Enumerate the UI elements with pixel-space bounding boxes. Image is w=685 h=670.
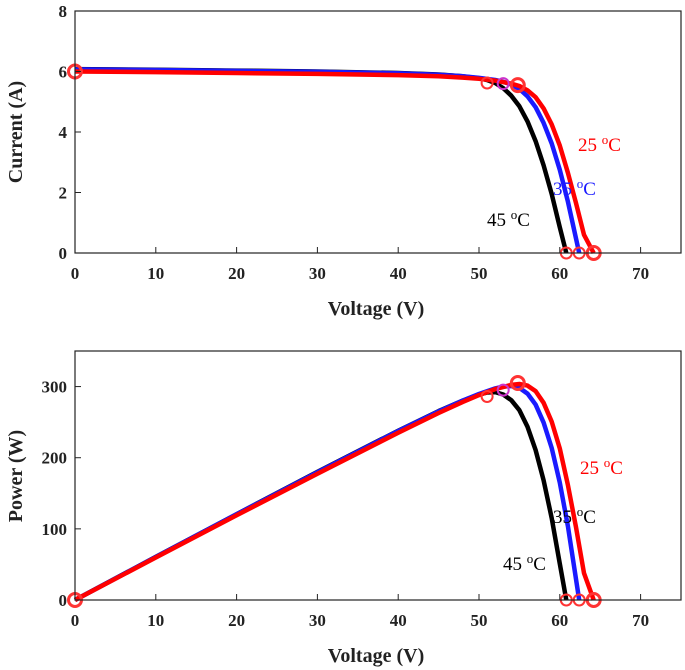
iv-label-25c-value: 25 — [578, 135, 602, 156]
iv-label-25c-unit: C — [608, 135, 621, 156]
iv-ytick-label: 6 — [59, 63, 68, 82]
iv-yticks: 0 2 4 6 8 — [59, 2, 81, 263]
pv-ytick-label: 0 — [59, 591, 68, 610]
iv-marker-35c-0 — [496, 77, 510, 91]
pv-label-35c-degree: o — [577, 504, 584, 519]
pv-label-45c-degree: o — [527, 551, 534, 566]
pv-ytick-label: 100 — [42, 520, 68, 539]
pv-label-25c-unit: C — [610, 458, 623, 479]
pv-x-axis-label: Voltage (V) — [328, 645, 424, 667]
pv-xtick-label: 30 — [309, 611, 326, 630]
pv-xtick-label: 50 — [471, 611, 488, 630]
iv-xtick-label: 0 — [71, 264, 80, 283]
iv-ytick-label: 4 — [59, 123, 68, 142]
iv-ytick-label: 8 — [59, 2, 68, 21]
pv-xtick-label: 10 — [147, 611, 164, 630]
iv-label-45c-degree: o — [511, 207, 518, 222]
iv-ytick-label: 0 — [59, 244, 68, 263]
pv-marker-35c-0 — [496, 383, 510, 397]
pv-ytick-label: 200 — [42, 449, 68, 468]
iv-plot: 0 10 20 30 40 50 60 70 0 2 4 6 8 Voltage (V) Curren… — [5, 2, 682, 320]
iv-xtick-label: 40 — [390, 264, 407, 283]
pv-xticks: 0 10 20 30 40 50 60 70 — [71, 594, 649, 630]
iv-label-45c-value: 45 — [487, 210, 511, 231]
pv-xtick-label: 40 — [390, 611, 407, 630]
iv-label-45c: 45 oC — [487, 207, 530, 231]
pv-line-25c — [73, 381, 596, 602]
pv-marker-25c-1 — [509, 375, 526, 391]
iv-label-25c: 25 oC — [578, 132, 621, 156]
iv-ytick-label: 2 — [59, 184, 68, 203]
iv-xtick-label: 70 — [632, 264, 649, 283]
iv-xtick-label: 60 — [551, 264, 568, 283]
pv-ytick-label: 300 — [42, 378, 68, 397]
iv-marker-25c-1 — [509, 77, 526, 94]
pv-xtick-label: 70 — [632, 611, 649, 630]
iv-series-layer — [74, 66, 596, 255]
pv-label-35c-unit: C — [583, 507, 596, 528]
pv-label-45c-value: 45 — [503, 554, 527, 575]
iv-line-25c — [74, 69, 596, 255]
iv-label-35c-value: 35 — [553, 179, 577, 200]
iv-marker-45c-0 — [480, 76, 494, 90]
pv-yticks: 0 100 200 300 — [42, 378, 81, 610]
pv-series-layer — [73, 381, 596, 602]
iv-xtick-label: 50 — [471, 264, 488, 283]
iv-label-45c-unit: C — [517, 210, 530, 231]
iv-xtick-label: 10 — [147, 264, 164, 283]
pv-y-axis-label: Power (W) — [5, 430, 27, 522]
pv-plot: 0 10 20 30 40 50 60 70 0 100 200 300 Voltage (V) P… — [5, 350, 682, 667]
iv-xtick-label: 20 — [228, 264, 245, 283]
pv-label-35c: 35 oC — [553, 504, 596, 528]
pv-label-25c-degree: o — [604, 455, 611, 470]
pv-xtick-label: 60 — [551, 611, 568, 630]
iv-y-axis-label: Current (A) — [5, 81, 27, 183]
pv-marker-45c-0 — [480, 390, 494, 403]
pv-label-45c: 45 oC — [503, 551, 546, 575]
pv-xtick-label: 0 — [71, 611, 80, 630]
pv-label-25c: 25 oC — [580, 455, 623, 479]
pv-label-45c-unit: C — [533, 554, 546, 575]
iv-xtick-label: 30 — [309, 264, 326, 283]
iv-plot-frame — [74, 10, 682, 254]
iv-x-axis-label: Voltage (V) — [328, 298, 424, 320]
iv-label-35c: 35 oC — [553, 176, 596, 200]
pv-line-45c — [73, 389, 569, 602]
pv-plot-frame — [74, 350, 682, 601]
pv-label-25c-value: 25 — [580, 458, 604, 479]
iv-xticks: 0 10 20 30 40 50 60 70 — [71, 247, 649, 283]
pv-xtick-label: 20 — [228, 611, 245, 630]
iv-label-35c-unit: C — [583, 179, 596, 200]
pv-label-35c-value: 35 — [553, 507, 577, 528]
iv-label-25c-degree: o — [602, 132, 609, 147]
iv-label-35c-degree: o — [577, 176, 584, 191]
